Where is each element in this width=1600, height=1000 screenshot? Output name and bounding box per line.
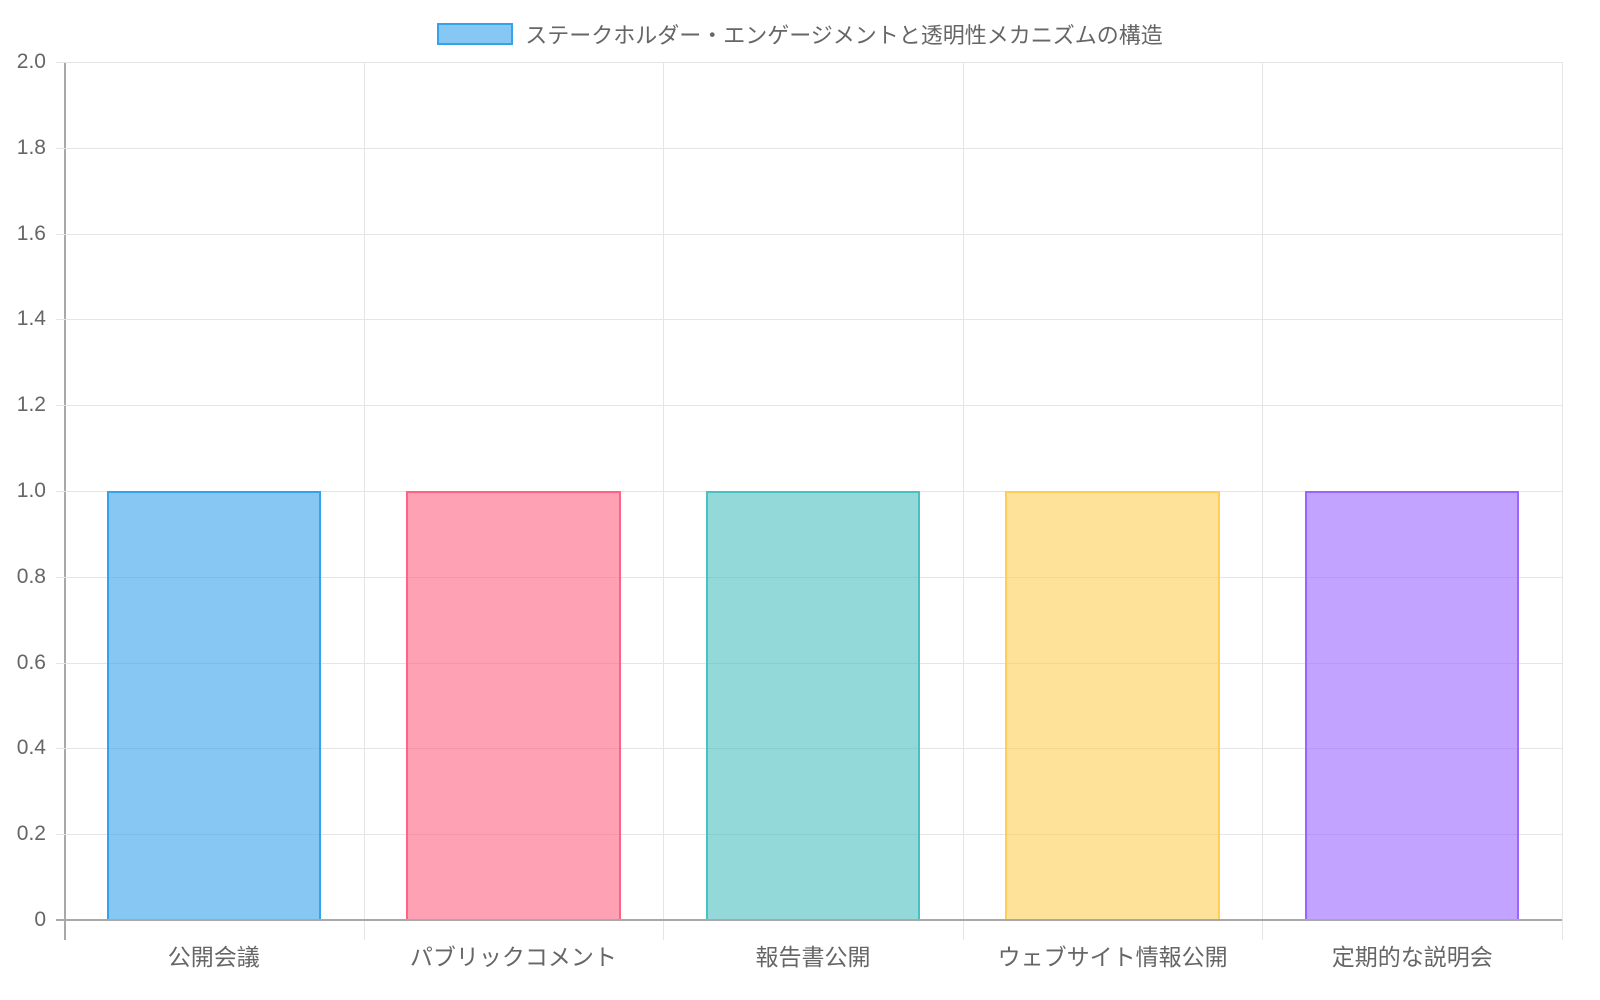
v-gridline xyxy=(1262,62,1264,940)
bar-2[interactable] xyxy=(406,491,621,920)
y-tick-label: 0.4 xyxy=(16,736,46,760)
x-tick-label: 定期的な説明会 xyxy=(1331,944,1493,970)
bar-1[interactable] xyxy=(106,491,322,920)
plot-area xyxy=(56,62,1563,940)
y-tick-label: 1.8 xyxy=(16,135,46,159)
h-gridline xyxy=(56,62,1562,63)
x-tick-label: ウェブサイト情報公開 xyxy=(997,944,1228,970)
x-tick-label: パブリックコメント xyxy=(409,944,617,970)
legend-swatch[interactable] xyxy=(437,23,514,45)
bar-5[interactable] xyxy=(1304,491,1520,920)
v-gridline xyxy=(962,62,964,940)
y-tick-label: 0 xyxy=(34,908,46,931)
h-gridline xyxy=(56,319,1562,321)
y-tick-label: 0.2 xyxy=(16,822,46,846)
h-gridline xyxy=(56,147,1562,149)
y-tick-label: 1.6 xyxy=(16,221,46,245)
legend-label[interactable]: ステークホルダー・エンゲージメントと透明性メカニズムの構造 xyxy=(525,23,1163,48)
bar-4[interactable] xyxy=(1005,491,1220,920)
v-gridline xyxy=(363,62,365,940)
y-axis-line xyxy=(64,62,66,940)
y-tick-label: 1.2 xyxy=(16,393,46,417)
y-tick-label: 0.8 xyxy=(16,564,46,588)
v-gridline xyxy=(1562,62,1563,940)
x-tick-label: 公開会議 xyxy=(167,944,260,970)
y-tick-label: 2.0 xyxy=(16,50,46,73)
v-gridline xyxy=(663,62,665,940)
y-tick-label: 0.6 xyxy=(16,650,46,674)
y-tick-label: 1.4 xyxy=(16,307,46,331)
y-tick-label: 1.0 xyxy=(16,479,46,502)
chart-legend: ステークホルダー・エンゲージメントと透明性メカニズムの構造 xyxy=(0,18,1600,50)
x-tick-label: 報告書公開 xyxy=(755,944,871,970)
bar-3[interactable] xyxy=(705,491,921,920)
h-gridline xyxy=(56,405,1562,407)
x-axis-line xyxy=(56,919,1562,921)
h-gridline xyxy=(56,233,1562,235)
